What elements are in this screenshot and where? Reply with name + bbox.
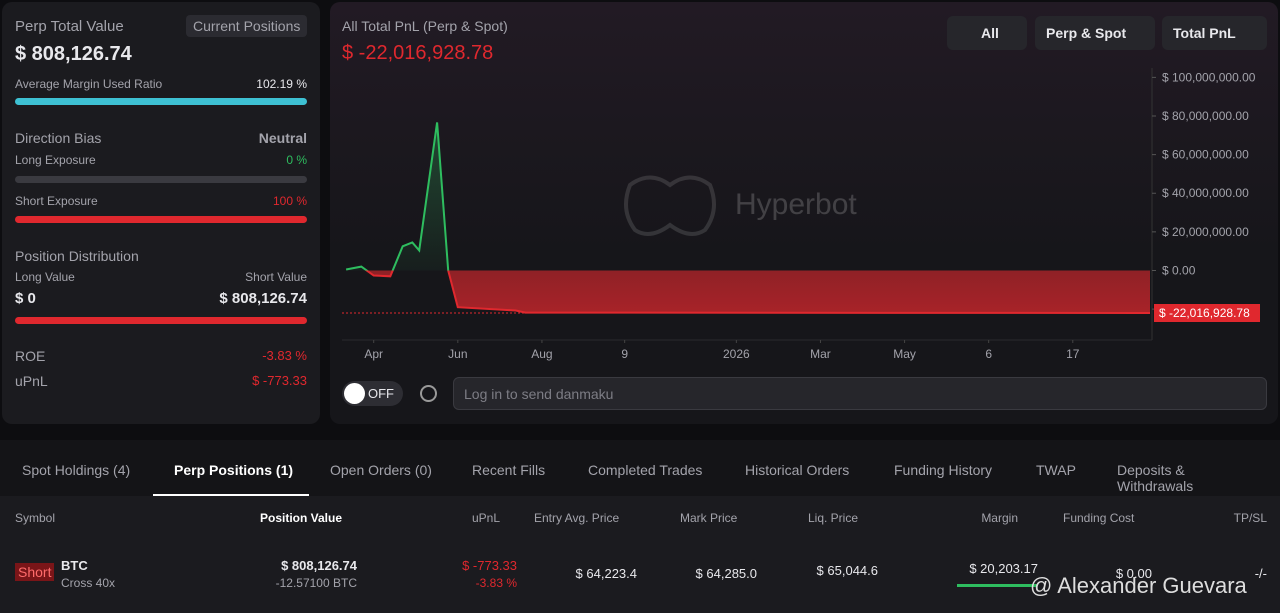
margin-label: Average Margin Used Ratio [15, 77, 163, 91]
direction-value: Neutral [258, 130, 307, 146]
credit: @ Alexander Guevara [1030, 573, 1247, 598]
upnl-label: uPnL [15, 373, 48, 389]
funding: $ 0.00 [1115, 566, 1152, 581]
margin-bar [957, 584, 1037, 587]
y-tick-label: $ 60,000,000.00 [1162, 148, 1249, 162]
mark-price: $ 64,285.0 [695, 566, 757, 581]
tab[interactable]: Funding History [894, 462, 993, 478]
tab[interactable]: TWAP [1036, 462, 1076, 478]
column-header[interactable]: TP/SL [1233, 511, 1267, 525]
long-value-label: Long Value [15, 270, 75, 284]
tpsl: -/- [1254, 566, 1267, 581]
long-bar [15, 176, 307, 183]
upnl-value: $ -773.33 [252, 373, 307, 388]
title: Perp Total Value [15, 18, 124, 35]
current-value-label: $ -22,016,928.78 [1159, 306, 1250, 320]
column-header[interactable]: Position Value [260, 511, 343, 525]
x-tick-label: May [893, 347, 916, 361]
y-tick-label: $ 0.00 [1162, 263, 1196, 277]
margin-value: 102.19 % [256, 77, 307, 91]
margin-bar [15, 98, 307, 105]
column-header[interactable]: Funding Cost [1063, 511, 1135, 525]
placeholder: Log in to send danmaku [464, 386, 614, 402]
tab-indicator [153, 494, 309, 496]
short-value: 100 % [272, 194, 307, 208]
line [345, 122, 1151, 314]
margin: $ 20,203.17 [969, 561, 1038, 576]
tab[interactable]: Historical Orders [745, 462, 850, 478]
position-size: -12.57100 BTC [275, 576, 357, 590]
badge[interactable]: Current Positions [186, 15, 308, 37]
entry-price: $ 64,223.4 [575, 566, 637, 581]
x-tick-label: 17 [1066, 347, 1080, 361]
tab[interactable]: Completed Trades [588, 462, 703, 478]
upnl: $ -773.33 [462, 558, 517, 573]
upnl-pct: -3.83 % [475, 576, 517, 590]
short-label: Short Exposure [15, 194, 98, 208]
column-header[interactable]: Mark Price [680, 511, 738, 525]
table [0, 496, 1280, 613]
chart-title: All Total PnL (Perp & Spot) [342, 18, 508, 34]
short-value-label: Short Value [245, 270, 307, 284]
x-tick-label: 9 [621, 347, 628, 361]
x-tick-label: Mar [810, 347, 831, 361]
y-tick-label: $ 40,000,000.00 [1162, 186, 1249, 200]
tab[interactable]: Deposits & Withdrawals [1117, 462, 1194, 494]
x-tick-label: Aug [531, 347, 552, 361]
filter-label: Total PnL [1173, 25, 1236, 41]
distribution-title: Position Distribution [15, 248, 139, 264]
tab[interactable]: Perp Positions (1) [174, 462, 294, 478]
long-value: 0 % [286, 153, 307, 167]
pnl-value: $ -22,016,928.78 [342, 42, 494, 64]
column-header[interactable]: Symbol [15, 511, 56, 525]
liq-price: $ 65,044.6 [816, 563, 878, 578]
position-value: $ 808,126.74 [281, 558, 357, 573]
tab[interactable]: Recent Fills [472, 462, 546, 478]
column-header[interactable]: Entry Avg. Price [534, 511, 620, 525]
tab[interactable]: Open Orders (0) [330, 462, 432, 478]
distribution-bar [15, 317, 307, 324]
column-header[interactable]: Liq. Price [808, 511, 859, 525]
toggle-label: OFF [368, 386, 394, 401]
direction-label: Direction Bias [15, 130, 102, 146]
pnl-chart: Hyperbot $ 100,000,000.00 $ 80,000,000.00… [342, 68, 1260, 361]
filter-label: Perp & Spot [1046, 25, 1127, 41]
filter-label: All [981, 25, 999, 41]
settings-icon[interactable] [420, 385, 437, 402]
danmaku-input[interactable]: Log in to send danmaku [453, 377, 1267, 410]
y-tick-label: $ 100,000,000.00 [1162, 70, 1256, 84]
x-tick-label: Jun [448, 347, 467, 361]
x-tick-label: 2026 [723, 347, 750, 361]
y-tick-label: $ 20,000,000.00 [1162, 225, 1249, 239]
short-bar [15, 216, 307, 223]
toggle[interactable]: OFF [342, 381, 403, 406]
total-value: $ 808,126.74 [15, 43, 132, 65]
summary-card: Perp Total Value Current Positions $ 808… [2, 2, 320, 424]
symbol: BTC [61, 558, 88, 573]
column-header[interactable]: uPnL [471, 511, 500, 525]
watermark: Hyperbot [735, 188, 857, 221]
filter[interactable]: Total PnL [1162, 16, 1267, 50]
tab[interactable]: Spot Holdings (4) [22, 462, 131, 478]
x-tick-label: 6 [985, 347, 992, 361]
column-header[interactable]: Margin [981, 511, 1018, 525]
roe-label: ROE [15, 348, 46, 364]
watermark-logo [624, 175, 716, 236]
current-value-marker [1154, 303, 1260, 322]
filter[interactable]: All [947, 16, 1027, 50]
toggle-knob [344, 383, 365, 404]
y-tick-label: $ 80,000,000.00 [1162, 109, 1249, 123]
x-tick-label: Apr [364, 347, 383, 361]
area [346, 122, 1151, 314]
roe-value: -3.83 % [262, 348, 307, 363]
short-amount: $ 808,126.74 [219, 290, 307, 307]
long-label: Long Exposure [15, 153, 96, 167]
tab-bar [0, 440, 1280, 496]
chart-card [330, 2, 1278, 424]
long-amount: $ 0 [15, 290, 36, 307]
filter[interactable]: Perp & Spot [1035, 16, 1155, 50]
mode: Cross 40x [61, 576, 116, 590]
side-badge: Short [15, 563, 55, 581]
